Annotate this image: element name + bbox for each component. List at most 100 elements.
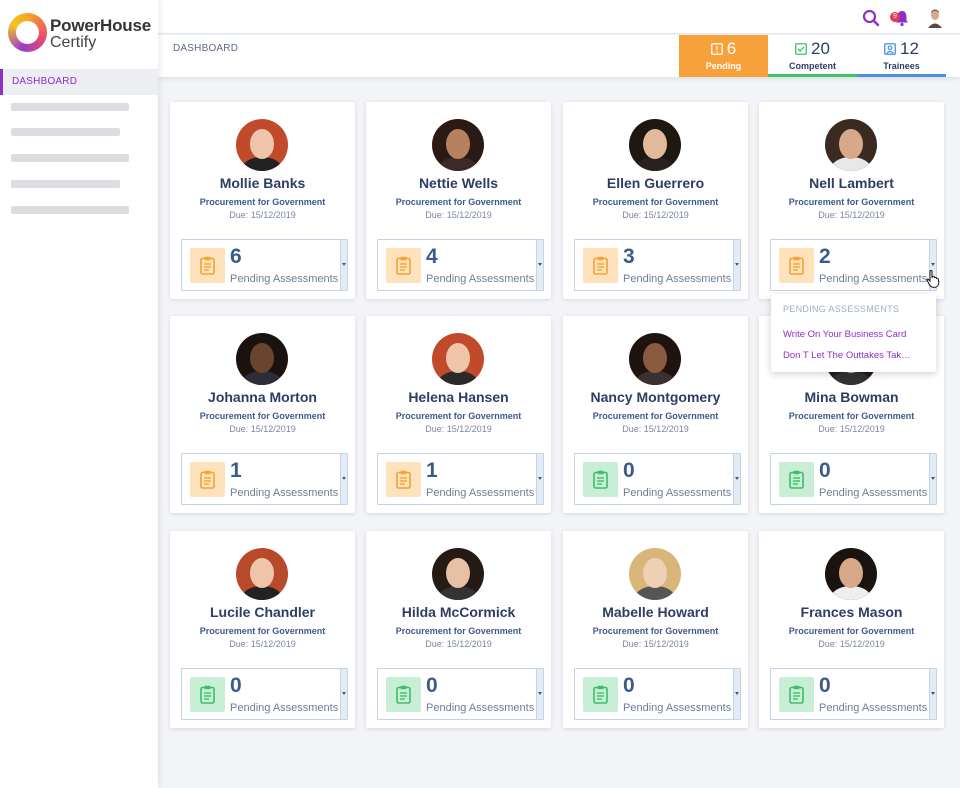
pending-stat-tab[interactable]: 6 Pending	[679, 35, 768, 77]
due-date: Due: 15/12/2019	[425, 639, 492, 649]
pending-count: 0	[426, 674, 438, 697]
competent-count: 20	[811, 39, 830, 58]
trainee-role: Procurement for Government	[592, 626, 719, 636]
logo-ring-icon	[8, 13, 47, 52]
pending-assessments-box[interactable]: 0 Pending Assessments	[377, 668, 544, 720]
search-icon[interactable]	[862, 9, 880, 27]
trainee-card[interactable]: Johanna Morton Procurement for Governmen…	[170, 316, 355, 513]
dropdown-toggle[interactable]	[536, 240, 543, 290]
due-date: Due: 15/12/2019	[818, 639, 885, 649]
pending-label: Pending Assessments	[623, 487, 732, 499]
dropdown-toggle[interactable]	[929, 669, 936, 719]
dropdown-item[interactable]: Write On Your Business Card	[783, 329, 907, 340]
check-icon	[795, 43, 807, 55]
sidebar-item-placeholder[interactable]	[11, 128, 120, 136]
clipboard-icon	[200, 256, 215, 275]
pending-assessments-box[interactable]: 3 Pending Assessments	[574, 239, 741, 291]
trainee-card[interactable]: Nell Lambert Procurement for Government …	[759, 102, 944, 299]
trainee-card[interactable]: Mabelle Howard Procurement for Governmen…	[563, 531, 748, 728]
dropdown-toggle[interactable]	[929, 454, 936, 504]
pending-assessments-box[interactable]: 0 Pending Assessments	[770, 453, 937, 505]
pending-count: 0	[819, 674, 831, 697]
user-icon	[884, 43, 896, 55]
logo[interactable]: PowerHouse Certify	[8, 12, 158, 54]
trainee-card[interactable]: Nancy Montgomery Procurement for Governm…	[563, 316, 748, 513]
clipboard-icon	[396, 685, 411, 704]
trainee-card[interactable]: Hilda McCormick Procurement for Governme…	[366, 531, 551, 728]
avatar	[236, 333, 288, 385]
trainee-card[interactable]: Lucile Chandler Procurement for Governme…	[170, 531, 355, 728]
trainee-name: Lucile Chandler	[209, 604, 316, 620]
pending-assessments-box[interactable]: 0 Pending Assessments	[181, 668, 348, 720]
trainee-role: Procurement for Government	[199, 411, 326, 421]
dropdown-toggle[interactable]	[733, 240, 740, 290]
pending-assessments-box[interactable]: 6 Pending Assessments	[181, 239, 348, 291]
pending-label: Pending	[705, 61, 742, 71]
dropdown-toggle[interactable]	[733, 454, 740, 504]
clipboard-badge	[386, 462, 421, 497]
trainee-card[interactable]: Frances Mason Procurement for Government…	[759, 531, 944, 728]
clipboard-icon	[593, 470, 608, 489]
trainee-card[interactable]: Mollie Banks Procurement for Government …	[170, 102, 355, 299]
hand-cursor-icon	[926, 270, 940, 288]
pending-label: Pending Assessments	[623, 273, 732, 285]
clipboard-icon	[396, 470, 411, 489]
dropdown-toggle[interactable]	[340, 454, 347, 504]
due-date: Due: 15/12/2019	[818, 210, 885, 220]
dropdown-toggle[interactable]	[536, 454, 543, 504]
trainee-role: Procurement for Government	[199, 626, 326, 636]
user-avatar[interactable]	[926, 8, 944, 28]
sidebar-item-dashboard[interactable]: DASHBOARD	[0, 69, 158, 95]
sidebar-item-placeholder[interactable]	[11, 103, 129, 111]
trainees-stat-tab[interactable]: 12 Trainees	[857, 35, 946, 77]
due-date: Due: 15/12/2019	[425, 210, 492, 220]
pending-assessments-box[interactable]: 4 Pending Assessments	[377, 239, 544, 291]
breadcrumb[interactable]: DASHBOARD	[173, 43, 239, 54]
pending-label: Pending Assessments	[230, 702, 339, 714]
due-date: Due: 15/12/2019	[622, 210, 689, 220]
clipboard-icon	[789, 470, 804, 489]
dropdown-toggle[interactable]	[536, 669, 543, 719]
due-date: Due: 15/12/2019	[229, 639, 296, 649]
pending-assessments-box[interactable]: 2 Pending Assessments	[770, 239, 937, 291]
dropdown-toggle[interactable]	[733, 669, 740, 719]
avatar	[236, 548, 288, 600]
sidebar-item-placeholder[interactable]	[11, 154, 129, 162]
trainee-role: Procurement for Government	[788, 411, 915, 421]
competent-label: Competent	[789, 61, 836, 71]
trainee-card[interactable]: Nettie Wells Procurement for Government …	[366, 102, 551, 299]
trainee-name: Frances Mason	[800, 604, 903, 620]
dropdown-toggle[interactable]	[929, 240, 936, 290]
pending-assessments-box[interactable]: 1 Pending Assessments	[181, 453, 348, 505]
trainee-role: Procurement for Government	[592, 197, 719, 207]
alert-icon	[710, 43, 723, 55]
trainee-name: Nancy Montgomery	[590, 389, 721, 405]
due-date: Due: 15/12/2019	[229, 424, 296, 434]
trainee-role: Procurement for Government	[199, 197, 326, 207]
pending-count: 2	[819, 245, 831, 268]
pending-count: 3	[623, 245, 635, 268]
pending-assessments-box[interactable]: 0 Pending Assessments	[770, 668, 937, 720]
trainee-card[interactable]: Helena Hansen Procurement for Government…	[366, 316, 551, 513]
competent-stat-tab[interactable]: 20 Competent	[768, 35, 857, 77]
pending-label: Pending Assessments	[230, 487, 339, 499]
due-date: Due: 15/12/2019	[622, 639, 689, 649]
pending-assessments-box[interactable]: 0 Pending Assessments	[574, 453, 741, 505]
sidebar-item-placeholder[interactable]	[11, 180, 120, 188]
trainee-card[interactable]: Ellen Guerrero Procurement for Governmen…	[563, 102, 748, 299]
trainee-name: Johanna Morton	[208, 389, 317, 405]
dropdown-toggle[interactable]	[340, 240, 347, 290]
trainee-name: Mollie Banks	[219, 175, 306, 191]
due-date: Due: 15/12/2019	[229, 210, 296, 220]
sidebar-item-placeholder[interactable]	[11, 206, 129, 214]
pending-assessments-box[interactable]: 0 Pending Assessments	[574, 668, 741, 720]
clipboard-icon	[593, 256, 608, 275]
clipboard-icon	[789, 256, 804, 275]
dropdown-item[interactable]: Don T Let The Outtakes Tak…	[783, 350, 911, 361]
due-date: Due: 15/12/2019	[622, 424, 689, 434]
pending-assessments-box[interactable]: 1 Pending Assessments	[377, 453, 544, 505]
top-bar	[158, 0, 960, 34]
clipboard-badge	[779, 248, 814, 283]
logo-subtitle: Certify	[50, 34, 97, 51]
dropdown-toggle[interactable]	[340, 669, 347, 719]
